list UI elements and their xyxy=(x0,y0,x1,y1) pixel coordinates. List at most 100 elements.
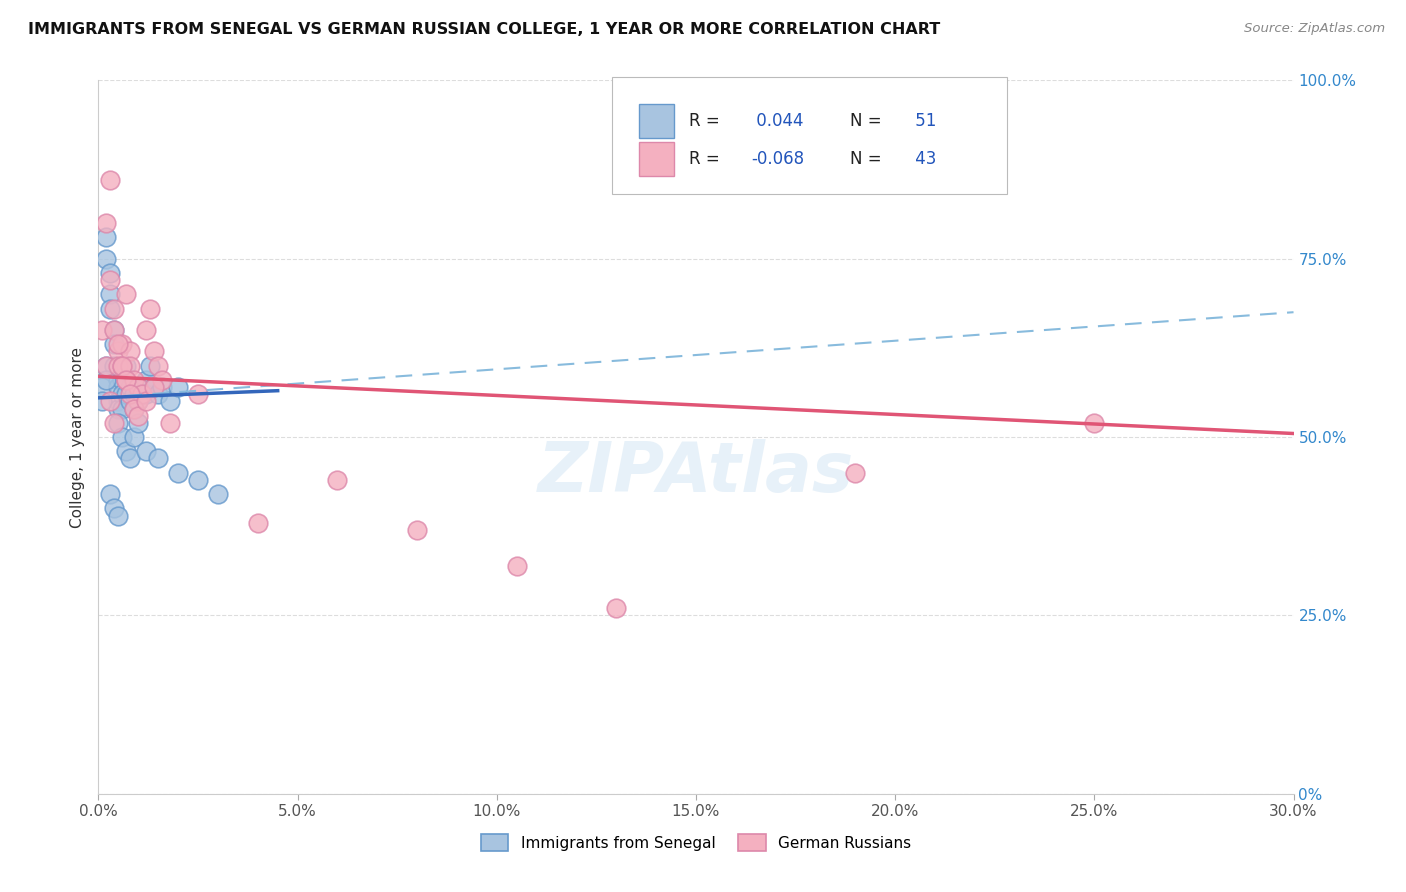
Point xyxy=(107,401,129,416)
Point xyxy=(120,451,142,466)
Point xyxy=(135,444,157,458)
Point xyxy=(98,394,122,409)
Text: IMMIGRANTS FROM SENEGAL VS GERMAN RUSSIAN COLLEGE, 1 YEAR OR MORE CORRELATION CH: IMMIGRANTS FROM SENEGAL VS GERMAN RUSSIA… xyxy=(28,22,941,37)
Point xyxy=(96,359,118,373)
Point xyxy=(98,173,122,187)
Point xyxy=(167,466,190,480)
Point xyxy=(115,387,138,401)
FancyBboxPatch shape xyxy=(613,77,1007,194)
Point xyxy=(120,387,142,401)
Point xyxy=(127,394,149,409)
Point xyxy=(115,444,138,458)
Y-axis label: College, 1 year or more: College, 1 year or more xyxy=(70,347,86,527)
Point xyxy=(96,252,118,266)
Point xyxy=(115,373,138,387)
Point xyxy=(406,523,429,537)
Point xyxy=(143,344,166,359)
Point xyxy=(187,473,209,487)
Point xyxy=(124,387,146,401)
Point xyxy=(111,359,134,373)
Point xyxy=(98,487,122,501)
Point xyxy=(127,380,149,394)
Point xyxy=(131,387,153,401)
Point xyxy=(844,466,866,480)
Point xyxy=(98,273,122,287)
Point xyxy=(96,359,118,373)
Point xyxy=(139,359,162,373)
Point xyxy=(207,487,229,501)
Point xyxy=(96,373,118,387)
Point xyxy=(605,601,627,615)
Point xyxy=(139,301,162,316)
Point xyxy=(159,394,181,409)
Point xyxy=(506,558,529,573)
Point xyxy=(107,337,129,351)
Point xyxy=(135,323,157,337)
Point xyxy=(120,344,142,359)
Point xyxy=(150,373,173,387)
Text: 43: 43 xyxy=(910,150,936,168)
Text: Source: ZipAtlas.com: Source: ZipAtlas.com xyxy=(1244,22,1385,36)
Point xyxy=(111,373,134,387)
Point xyxy=(115,373,138,387)
Text: R =: R = xyxy=(689,112,725,130)
Point xyxy=(127,409,149,423)
Point xyxy=(107,416,129,430)
Point xyxy=(115,287,138,301)
Point xyxy=(96,230,118,244)
Point xyxy=(111,359,134,373)
Point xyxy=(124,430,146,444)
Text: -0.068: -0.068 xyxy=(751,150,804,168)
Text: 51: 51 xyxy=(910,112,936,130)
Point xyxy=(103,323,125,337)
Point xyxy=(148,387,170,401)
Point xyxy=(124,401,146,416)
Point xyxy=(111,337,134,351)
Point xyxy=(107,359,129,373)
Point xyxy=(103,416,125,430)
Point xyxy=(120,380,142,394)
Legend: Immigrants from Senegal, German Russians: Immigrants from Senegal, German Russians xyxy=(475,828,917,857)
Point xyxy=(127,380,149,394)
Point xyxy=(96,216,118,230)
Point xyxy=(103,301,125,316)
Point xyxy=(107,508,129,523)
Point xyxy=(326,473,349,487)
Point xyxy=(120,394,142,409)
Point xyxy=(111,430,134,444)
Point xyxy=(115,359,138,373)
Point xyxy=(107,373,129,387)
Text: R =: R = xyxy=(689,150,725,168)
Point xyxy=(1083,416,1105,430)
Text: ZIPAtlas: ZIPAtlas xyxy=(538,439,853,507)
Point xyxy=(98,287,122,301)
Point xyxy=(135,387,157,401)
Point xyxy=(98,266,122,280)
Point xyxy=(103,501,125,516)
Point xyxy=(159,416,181,430)
Point xyxy=(246,516,269,530)
Point xyxy=(127,394,149,409)
Point xyxy=(135,373,157,387)
Point xyxy=(111,401,134,416)
Point xyxy=(148,451,170,466)
Point xyxy=(150,380,173,394)
Point xyxy=(91,380,114,394)
Point xyxy=(107,344,129,359)
Point xyxy=(124,401,146,416)
Point xyxy=(167,380,190,394)
Point xyxy=(131,387,153,401)
Point xyxy=(120,359,142,373)
Point xyxy=(98,301,122,316)
Point xyxy=(107,394,129,409)
Point xyxy=(124,373,146,387)
Point xyxy=(107,380,129,394)
Point xyxy=(143,380,166,394)
Point xyxy=(135,394,157,409)
Bar xyxy=(638,103,675,138)
Point xyxy=(148,359,170,373)
Point xyxy=(127,416,149,430)
Bar xyxy=(638,142,675,176)
Point xyxy=(103,337,125,351)
Point xyxy=(103,323,125,337)
